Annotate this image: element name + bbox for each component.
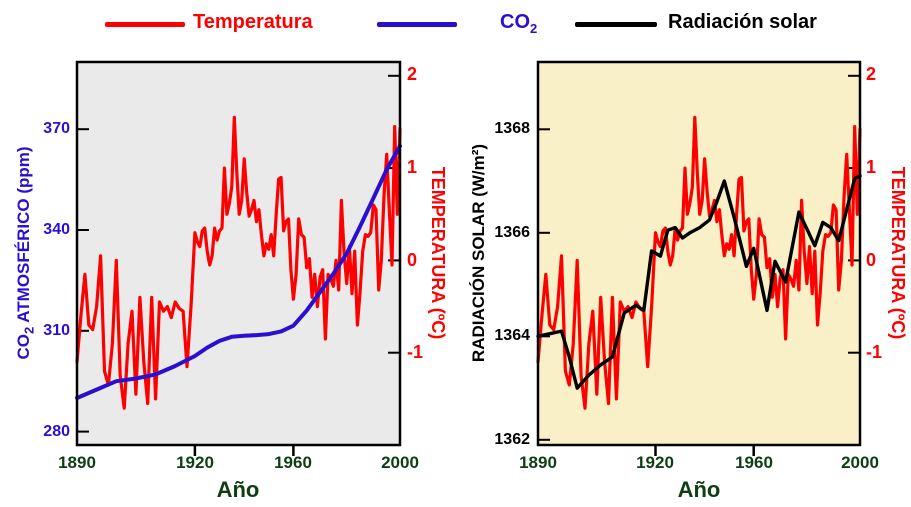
co2-temperature-chart-canvas [75,60,402,456]
radiaci-n-solar-line [536,174,862,390]
x-axis-title-left-chart: Año [216,477,260,502]
temp-tick-1-right-chart: 1 [866,157,877,177]
temp-tick-neg1-left-chart: -1 [407,342,424,362]
co2-axis-title-post: ATMOSFÉRICO (ppm) [14,146,33,327]
temp-tick-0-right-chart: 0 [866,250,877,270]
year-tick-1920-left-chart: 1920 [176,453,214,472]
solar-temperature-chart-canvas [536,60,862,456]
year-tick-1890-right-chart: 1890 [519,453,557,472]
solar-tick-1368: 1368 [494,120,530,137]
legend-label-solar-radiation: Radiación solar [668,10,817,34]
year-tick-1920-right-chart: 1920 [636,453,674,472]
year-tick-1960-left-chart: 1960 [274,453,312,472]
solar-radiation-line-swatch [575,22,657,27]
co2-tick-340: 340 [43,221,70,238]
plot-border [75,60,402,447]
legend-label-temperature-text: Temperatura [193,11,313,33]
temperature-axis-title-right-chart: TEMPERATURA (ºC) [888,166,908,340]
co2-tick-280: 280 [43,423,70,440]
x-axis-title-right-chart: Año [677,477,721,502]
year-tick-1960-right-chart: 1960 [735,453,773,472]
year-tick-2000-right-chart: 2000 [841,453,879,472]
co2-line [75,144,402,400]
temperature-axis-title-left-chart: TEMPERATURA (ºC) [428,166,448,340]
solar-tick-1364: 1364 [494,327,530,344]
solar-temperature-plot-area [536,60,862,456]
legend-label-co2-text: CO [500,11,530,33]
co2-line-swatch [377,22,457,27]
temp-tick-0-left-chart: 0 [407,250,418,270]
temperature-line-swatch [105,22,185,27]
solar-tick-1362: 1362 [494,431,530,448]
plot-border [536,60,862,447]
legend-label-co2: CO2 [500,10,538,36]
temp-tick-neg1-right-chart: -1 [866,342,883,362]
co2-temperature-plot-area [75,60,402,456]
co2-tick-310: 310 [43,322,70,339]
solar-tick-1366: 1366 [494,224,530,241]
legend-label-co2-subscript: 2 [530,21,538,36]
legend-label-temperature: Temperatura [193,10,313,34]
year-tick-2000-left-chart: 2000 [381,453,419,472]
year-tick-1890-left-chart: 1890 [58,453,96,472]
temperatura-line [536,115,862,410]
temp-tick-1-left-chart: 1 [407,157,418,177]
temp-tick-2-left-chart: 2 [407,64,418,84]
co2-axis-title: CO2 ATMOSFÉRICO (ppm) [14,146,37,360]
temperatura-line [75,115,402,410]
co2-tick-370: 370 [43,120,70,137]
co2-axis-title-pre: CO [14,334,33,360]
solar-radiation-axis-title: RADIACIÓN SOLAR (W/m²) [469,143,488,363]
co2-axis-title-subscript: 2 [21,326,37,335]
legend-label-solar-radiation-text: Radiación solar [668,11,817,33]
temp-tick-2-right-chart: 2 [866,64,877,84]
